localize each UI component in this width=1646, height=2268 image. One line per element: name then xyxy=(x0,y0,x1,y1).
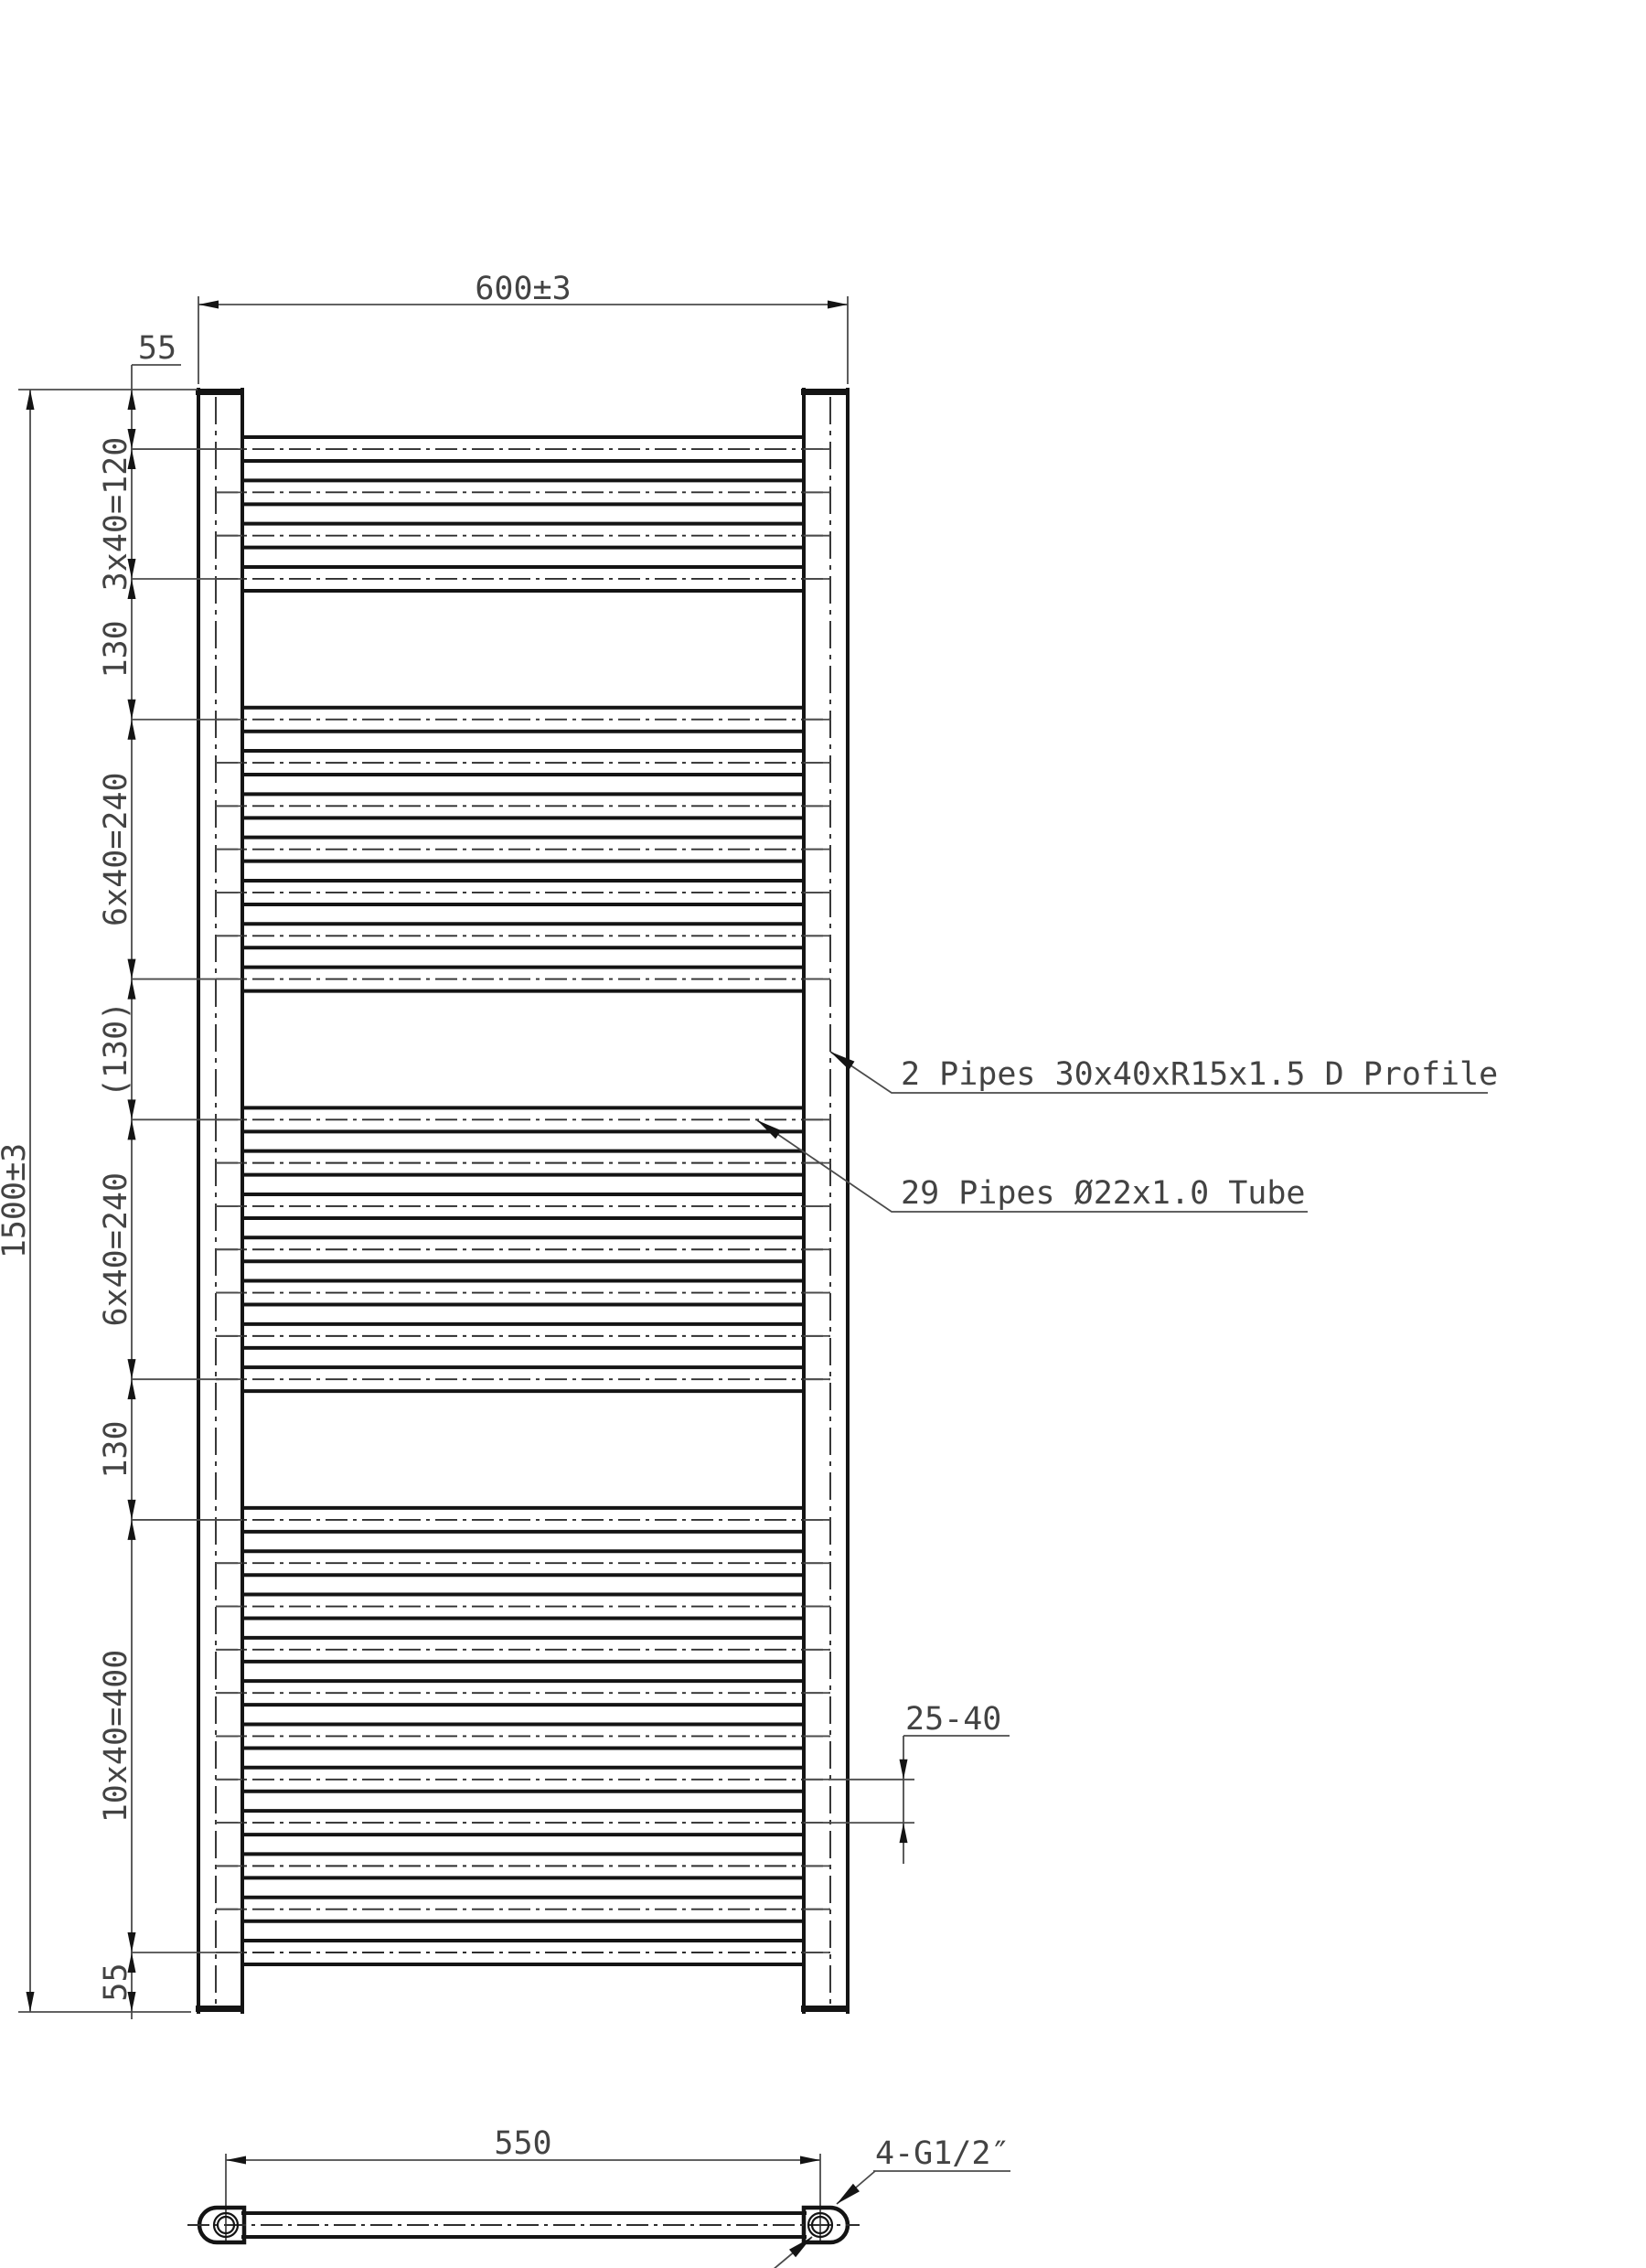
chain-arrow xyxy=(127,1359,136,1380)
right-upright-top-cap xyxy=(801,389,850,395)
right-upright-bottom-cap xyxy=(801,2006,850,2012)
chain-segment-label: 10x40=400 xyxy=(98,1650,134,1824)
leader-arrow xyxy=(830,1052,855,1070)
chain-arrow xyxy=(127,1519,136,1540)
chain-arrow xyxy=(127,1932,136,1953)
chain-segment-label: 130 xyxy=(98,1420,134,1478)
dimension-arrow xyxy=(800,2156,820,2165)
uprights-annotation-label: 2 Pipes 30x40xR15x1.5 D Profile xyxy=(901,1056,1498,1093)
bottom-left-cap xyxy=(197,2205,247,2245)
front-view xyxy=(196,388,850,2014)
dimension-arrow xyxy=(899,1823,908,1844)
connections-annotation-label: 4-G1/2″ xyxy=(875,2135,1010,2172)
height-dimension-label: 1500±3 xyxy=(0,1143,33,1258)
chain-arrow xyxy=(127,390,136,410)
right-connection-inner-circle xyxy=(810,2215,830,2235)
chain-arrow xyxy=(127,979,136,1000)
dimension-arrow xyxy=(828,300,848,309)
left-upright-top-cap xyxy=(196,389,244,395)
chain-segment-label: 3x40=120 xyxy=(98,437,134,592)
leader-arrow xyxy=(789,2237,812,2258)
dimension-arrow xyxy=(26,390,35,410)
dimension-arrow xyxy=(26,1992,35,2012)
span-dimension-label: 550 xyxy=(494,2125,551,2162)
right-connection-outer-circle xyxy=(807,2211,834,2239)
dimension-bottom-span: 550 xyxy=(225,2125,821,2242)
bracket-range-label: 25-40 xyxy=(905,1701,1001,1738)
arrowheads xyxy=(26,300,908,2258)
dimension-arrow xyxy=(198,300,219,309)
dimension-arrow xyxy=(899,1759,908,1780)
chain-arrow xyxy=(127,1499,136,1520)
chain-segment-label: 6x40=240 xyxy=(98,772,134,926)
chain-segment-label: 130 xyxy=(98,620,134,678)
chain-arrow xyxy=(127,578,136,599)
chain-arrow xyxy=(127,1992,136,2013)
chain-arrow xyxy=(127,558,136,579)
dimensions: 600±3 1500±3 55 3x40=120 130 6x40=240 (130)… xyxy=(0,271,1010,2242)
chain-arrow xyxy=(127,1099,136,1120)
rungs-annotation-label: 29 Pipes Ø22x1.0 Tube xyxy=(901,1175,1306,1212)
chain-arrow xyxy=(127,699,136,720)
chain-arrow xyxy=(127,719,136,740)
bottom-right-cap xyxy=(801,2205,850,2245)
left-upright-bottom-cap xyxy=(196,2006,244,2012)
dimension-bracket-range: 25-40 xyxy=(830,1701,1010,1864)
left-connection-inner-circle xyxy=(216,2215,236,2235)
bottom-view xyxy=(187,2205,860,2245)
chain-arrow xyxy=(127,1379,136,1400)
chain-arrow xyxy=(127,1119,136,1140)
dimension-chain: 55 3x40=120 130 6x40=240 (130) 6x40=240 130 10… xyxy=(98,330,219,2019)
chain-arrow xyxy=(127,958,136,979)
tube-rungs xyxy=(216,435,830,1967)
dimension-height: 1500±3 xyxy=(0,389,198,2013)
left-connection-outer-circle xyxy=(212,2211,240,2239)
leader-arrow xyxy=(837,2183,860,2204)
leader-arrow xyxy=(757,1120,782,1139)
annotation-uprights: 2 Pipes 30x40xR15x1.5 D Profile xyxy=(829,1051,1498,1094)
chain-arrow xyxy=(127,429,136,450)
width-dimension-label: 600±3 xyxy=(475,271,571,307)
chain-top-label: 55 xyxy=(138,330,176,367)
dimension-arrow xyxy=(226,2156,246,2165)
chain-segment-label: (130) xyxy=(98,1001,134,1097)
annotations: 2 Pipes 30x40xR15x1.5 D Profile 29 Pipes… xyxy=(756,1051,1498,2268)
rungs-leader-line xyxy=(756,1119,1308,1213)
chain-arrow xyxy=(127,449,136,470)
dimension-width: 600±3 xyxy=(198,271,849,384)
chain-generated: 3x40=120 130 6x40=240 (130) 6x40=240 130 10x40… xyxy=(98,437,219,2002)
chain-arrow xyxy=(127,1952,136,1974)
annotation-connections: 4-G1/2″ xyxy=(773,2135,1010,2268)
annotation-rungs: 29 Pipes Ø22x1.0 Tube xyxy=(756,1119,1308,1213)
chain-segment-label: 6x40=240 xyxy=(98,1172,134,1327)
